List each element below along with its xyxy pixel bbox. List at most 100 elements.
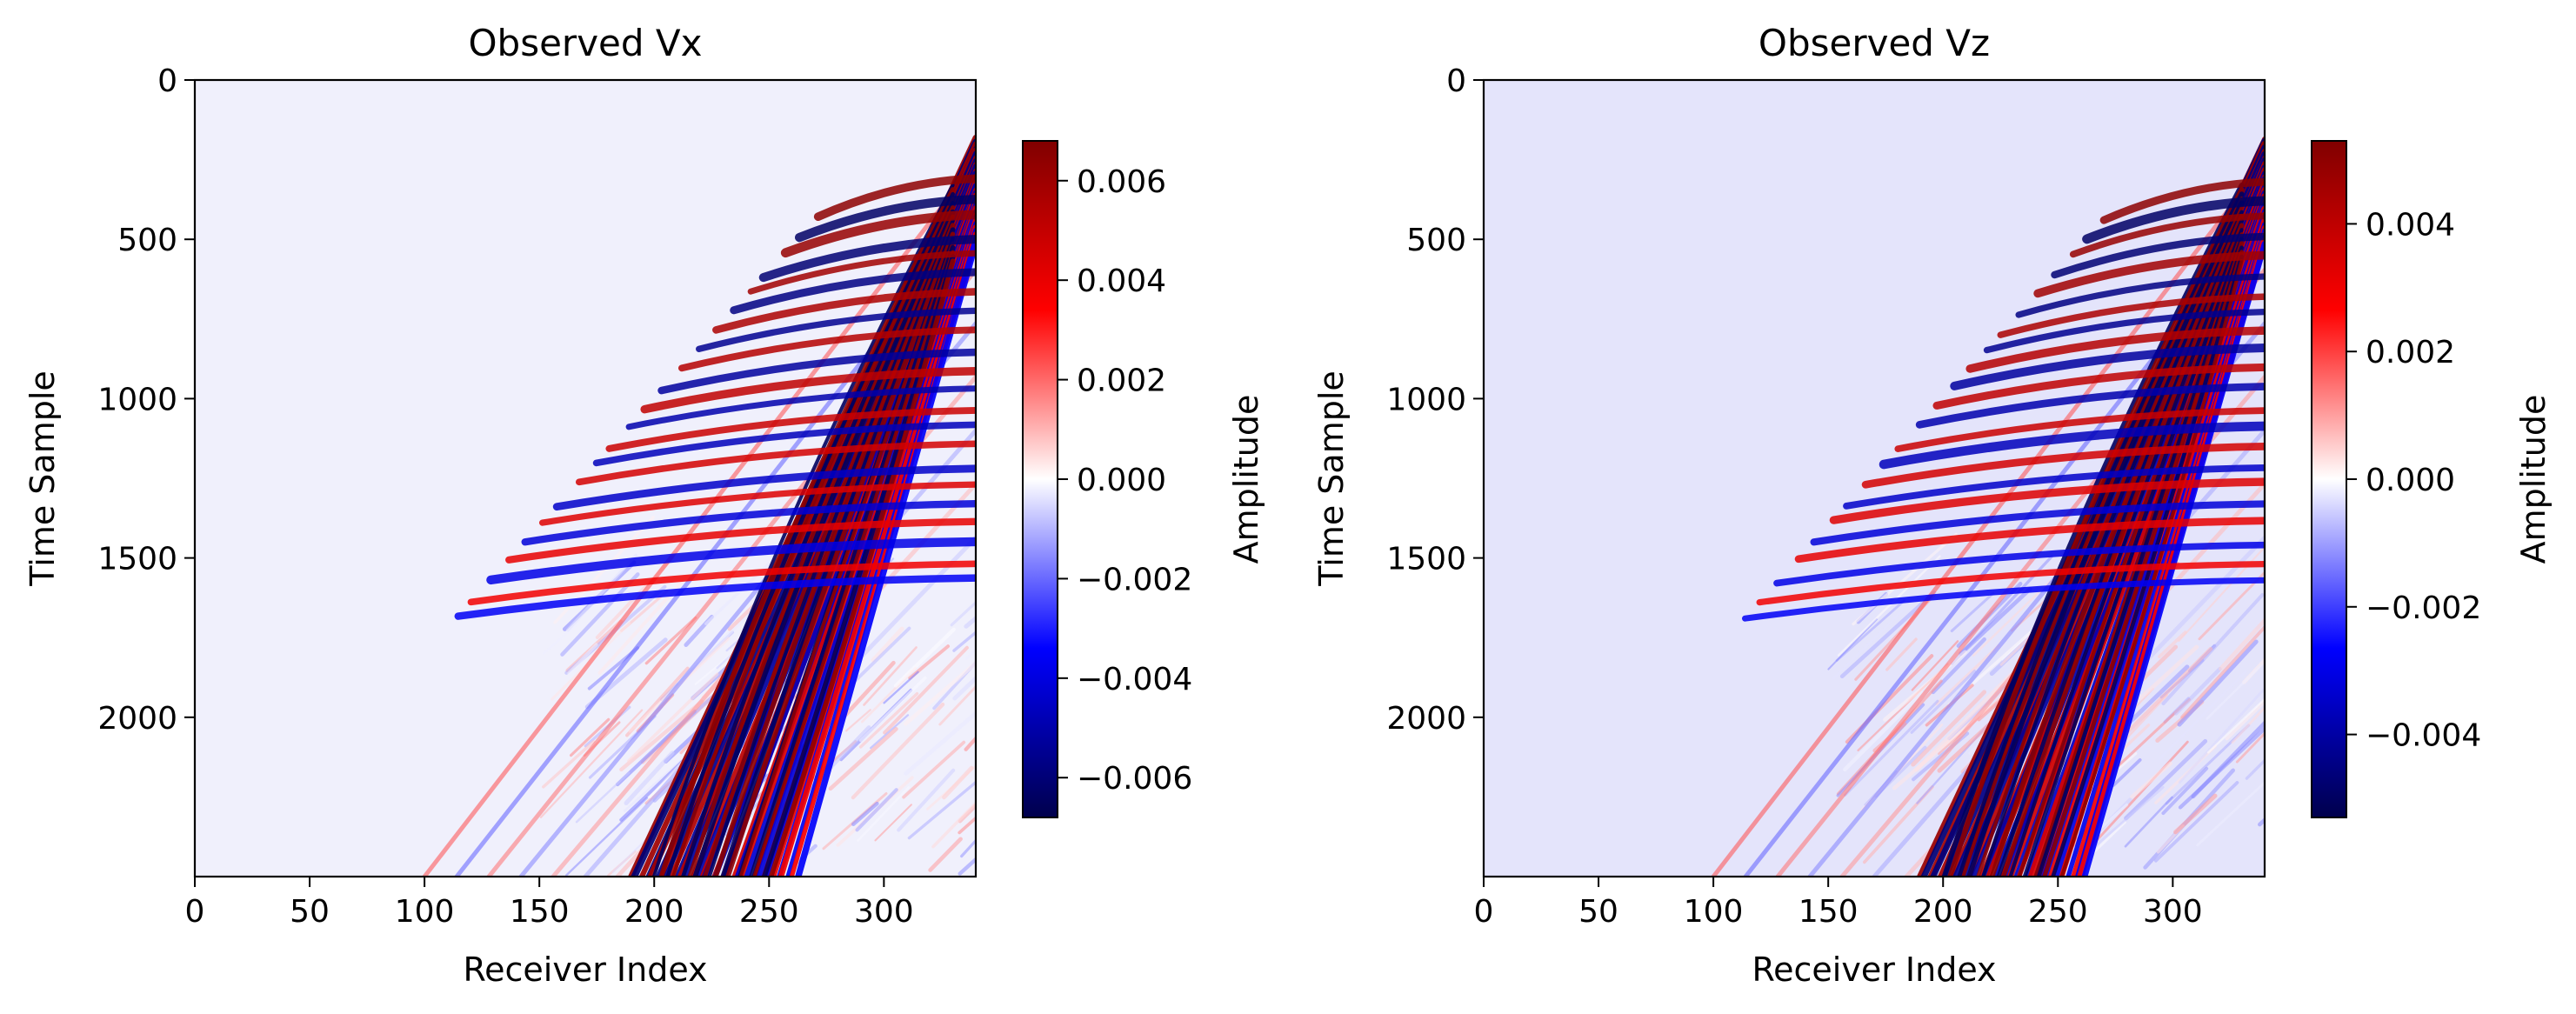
wavefield-event [942,765,974,800]
wavefield-event [952,630,976,652]
wavefield-event [1839,590,1937,679]
x-tick-label: 300 [2143,894,2203,930]
wavefield-event [605,406,976,452]
wavefield-event [2112,646,2213,747]
x-tick-label: 250 [739,894,799,930]
wavefield-event [1852,532,1958,626]
wavefield-event [1837,555,1941,657]
colorbar-ticks: 0.006 0.004 0.002 0.000 −0.002 −0.004 −0.006 [1058,164,1192,797]
wavefield-event [538,481,976,526]
wavefield-event [851,702,945,800]
y-tick-label: 500 [117,223,177,258]
y-tick-label: 2000 [1386,701,1466,737]
y-tick-label: 0 [157,63,177,99]
wavefield-event [902,740,966,799]
wavefield-event [651,183,955,877]
wavefield-event [761,254,956,877]
colorbar-tick-label: −0.006 [1077,761,1192,797]
wavefield-event [1835,599,1906,662]
wavefield-event [952,675,976,701]
wavefield-event [907,780,976,840]
wavefield-event [2099,177,2265,224]
wavefield-event [575,440,976,486]
y-axis-ticks: 0 500 1000 1500 2000 [97,63,195,737]
wavefield-event [851,801,879,826]
wavefield-event [903,660,976,726]
x-tick-label: 200 [1913,894,1973,930]
wavefield-event [2042,250,2245,877]
wavefield-event [1794,517,2265,564]
colorbar-tick-label: −0.002 [2366,590,2481,626]
wavefield-event [505,517,976,564]
wavefield-event [1910,669,1977,734]
wavefield-event [2161,593,2265,706]
wavefield-event [2086,740,2189,851]
wavefield-event [1843,464,2265,510]
wavefield-event [931,800,976,849]
wavefield-event [858,691,919,749]
wavefield-event [2008,228,2244,877]
y-tick-label: 0 [1446,63,1466,99]
wavefield-event [871,626,904,663]
wavefield-event [897,768,956,832]
wavefield-event [569,717,611,757]
wavefield-event [644,616,697,665]
wavefield-event [1932,363,2265,410]
colorbar-tick-label: 0.004 [2366,207,2455,243]
wavefield-event [1935,644,2001,706]
x-tick-label: 300 [854,894,914,930]
x-tick-label: 100 [1684,894,1744,930]
wavefield-event [725,231,956,877]
wavefield-event [2124,738,2208,821]
wavefield-event [2015,273,2265,318]
wavefield-event [1947,187,2245,877]
wavefield-event [758,235,976,283]
wavefield-event [813,174,976,222]
wavefield-event [2158,630,2187,658]
wavefield-event [486,537,976,585]
wavefield-event [2225,698,2265,741]
wavefield-event [627,672,719,763]
wavefield-event [752,250,955,877]
panel-vz: Observed Vz 0 50 100 150 200 250 300 0 500 1000 1… [1312,22,2553,989]
wavefield-event [712,288,976,334]
wavefield-event [1931,637,1986,695]
wavefield-event [2173,793,2218,835]
x-axis-ticks: 0 50 100 150 200 250 300 [1474,877,2203,930]
wavefield-event [611,837,649,874]
wavefield-event [1829,477,2265,524]
wavefield-event [883,645,969,735]
wavefield-event [1983,308,2265,354]
x-tick-label: 100 [395,894,455,930]
plot-frame [193,78,978,878]
wavefield-event [567,643,598,675]
wavefield-event [2124,796,2173,848]
wavefield-event [1861,443,2265,489]
wavefield-event [780,210,976,258]
chart-title: Observed Vz [1758,22,1990,64]
wavefield-event [2161,766,2209,816]
wavefield-event [1950,343,2265,390]
wavefield-event [874,804,912,842]
panel-vx: Observed Vx 0 50 100 150 200 250 300 0 500 1000 1… [23,22,1265,989]
wavefield-event [575,771,631,824]
wavefield-event [2051,254,2244,877]
wavefield-event [657,348,976,395]
wavefield-event [1894,407,2265,452]
y-tick-label: 1500 [97,542,177,577]
wavefield-event [1827,618,1878,670]
wavefield-event [2017,232,2244,877]
y-axis-label: Time Sample [23,370,62,587]
wavefield-event [539,709,644,818]
wavefield-event [565,553,638,632]
wavefield-event [2198,570,2265,641]
wavefield-event [2196,780,2265,847]
wavefield-event [795,195,976,243]
wavefield-image [422,134,976,877]
wavefield-event [565,797,649,877]
colorbar-tick-label: 0.004 [1077,264,1166,299]
wavefield-event [2191,719,2265,799]
colorbar-tick-label: 0.000 [1077,463,1166,498]
wavefield-event [795,239,976,877]
